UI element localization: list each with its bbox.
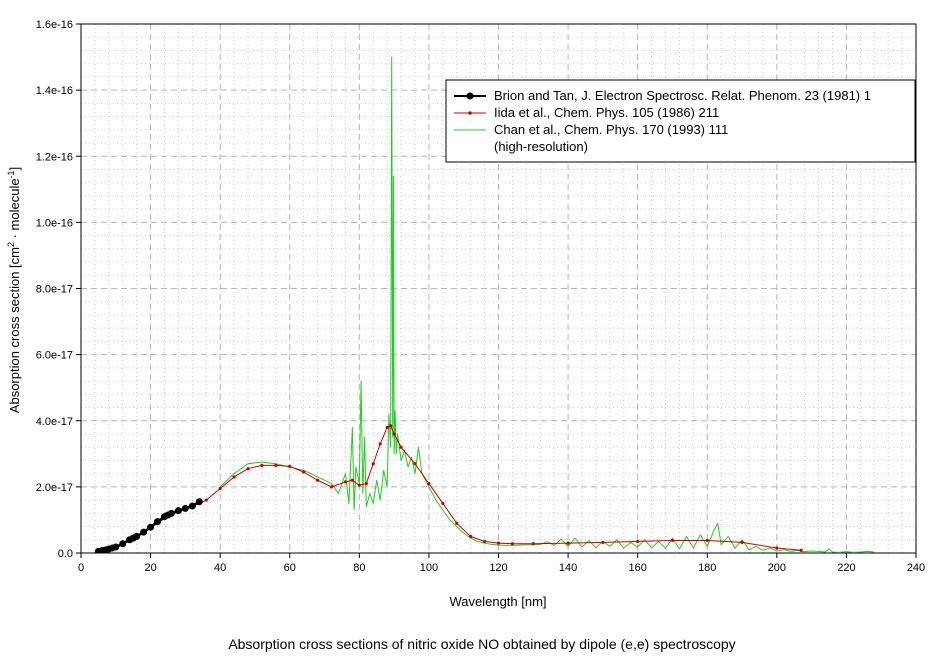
x-tick-label: 200 — [768, 562, 786, 574]
data-point — [364, 481, 368, 486]
data-point — [350, 478, 354, 482]
legend: Brion and Tan, J. Electron Spectrosc. Re… — [445, 79, 916, 163]
data-point — [455, 521, 459, 525]
y-tick-label: 1.2e-16 — [36, 151, 73, 163]
legend-entry-iida: Iida et al., Chem. Phys. 105 (1986) 211 — [454, 105, 719, 120]
x-tick-label: 40 — [214, 562, 226, 574]
data-point — [670, 538, 675, 543]
series-line — [219, 56, 875, 553]
legend-label: Chan et al., Chem. Phys. 170 (1993) 111 — [494, 122, 728, 137]
x-axis-title: Wavelength [nm] — [449, 594, 546, 609]
data-point — [636, 539, 640, 544]
x-tick-label: 220 — [837, 562, 855, 574]
legend-label: Iida et al., Chem. Phys. 105 (1986) 211 — [494, 105, 719, 120]
data-point — [260, 463, 264, 467]
y-tick-label: 4.0e-17 — [36, 416, 73, 428]
legend-label-line2: (high-resolution) — [494, 139, 588, 154]
data-point — [315, 478, 320, 482]
chart-caption: Absorption cross sections of nitric oxid… — [228, 636, 735, 652]
series-layer — [94, 56, 875, 553]
data-point — [378, 442, 382, 446]
data-point — [389, 424, 393, 428]
y-axis-title: Absorption cross section [cm2 · molecule… — [6, 167, 22, 413]
data-point — [427, 481, 431, 486]
data-point — [705, 538, 709, 543]
y-tick-label: 6.0e-17 — [36, 350, 73, 362]
data-point — [167, 509, 175, 517]
data-point — [302, 470, 306, 474]
data-point — [601, 540, 605, 545]
data-point — [441, 501, 445, 506]
data-point — [799, 548, 803, 552]
series-iida — [96, 424, 803, 552]
data-point — [133, 532, 141, 540]
x-tick-label: 160 — [628, 562, 646, 574]
x-axis: 0 20 40 60 80 100 120 140 160 180 200 220 240 — [78, 553, 925, 574]
y-tick-label: 1.0e-16 — [36, 217, 73, 229]
data-point — [246, 467, 250, 471]
x-tick-label: 80 — [353, 562, 365, 574]
data-point — [195, 498, 203, 506]
data-point — [740, 540, 744, 545]
data-point — [385, 425, 389, 429]
data-point — [510, 542, 515, 546]
legend-box — [445, 79, 916, 163]
y-tick-label: 8.0e-17 — [36, 284, 73, 296]
legend-label: Brion and Tan, J. Electron Spectrosc. Re… — [494, 88, 871, 103]
data-point — [482, 539, 487, 544]
series-brion-tan — [94, 498, 203, 553]
data-point — [181, 504, 189, 512]
data-point — [399, 445, 403, 449]
data-point — [112, 543, 120, 551]
series-line — [98, 425, 802, 551]
y-tick-label: 0.0 — [58, 548, 73, 560]
data-point — [232, 475, 236, 479]
data-point — [188, 502, 196, 510]
data-point — [288, 464, 292, 468]
data-point — [357, 483, 361, 487]
data-point — [154, 518, 162, 526]
series-chan — [219, 56, 875, 553]
x-tick-label: 120 — [489, 562, 507, 574]
y-tick-label: 1.4e-16 — [36, 85, 73, 97]
y-tick-label: 1.6e-16 — [36, 19, 73, 31]
x-tick-label: 100 — [420, 562, 438, 574]
x-tick-label: 180 — [698, 562, 716, 574]
y-tick-label: 2.0e-17 — [36, 482, 73, 494]
data-point — [274, 463, 278, 467]
data-point — [147, 523, 155, 531]
x-tick-label: 60 — [284, 562, 296, 574]
data-point — [496, 541, 501, 545]
data-point — [343, 480, 348, 484]
y-axis: 0.0 2.0e-17 4.0e-17 6.0e-17 8.0e-17 1.0e-16 1.… — [36, 19, 81, 560]
data-point — [413, 462, 417, 466]
data-point — [119, 540, 127, 548]
data-point — [566, 541, 570, 545]
data-point — [531, 542, 535, 546]
x-tick-label: 140 — [559, 562, 577, 574]
data-point — [174, 507, 182, 515]
x-tick-label: 240 — [907, 562, 925, 574]
data-point — [329, 485, 334, 489]
x-tick-label: 20 — [144, 562, 156, 574]
data-point — [392, 432, 396, 436]
data-point — [204, 498, 208, 502]
legend-entry-chan: Chan et al., Chem. Phys. 170 (1993) 111 … — [454, 122, 728, 154]
legend-entry-brion: Brion and Tan, J. Electron Spectrosc. Re… — [454, 88, 871, 103]
x-tick-label: 0 — [78, 562, 84, 574]
data-point — [218, 486, 222, 491]
data-point — [371, 462, 375, 466]
data-point — [140, 528, 148, 536]
data-point — [469, 534, 473, 539]
data-point — [775, 546, 779, 550]
